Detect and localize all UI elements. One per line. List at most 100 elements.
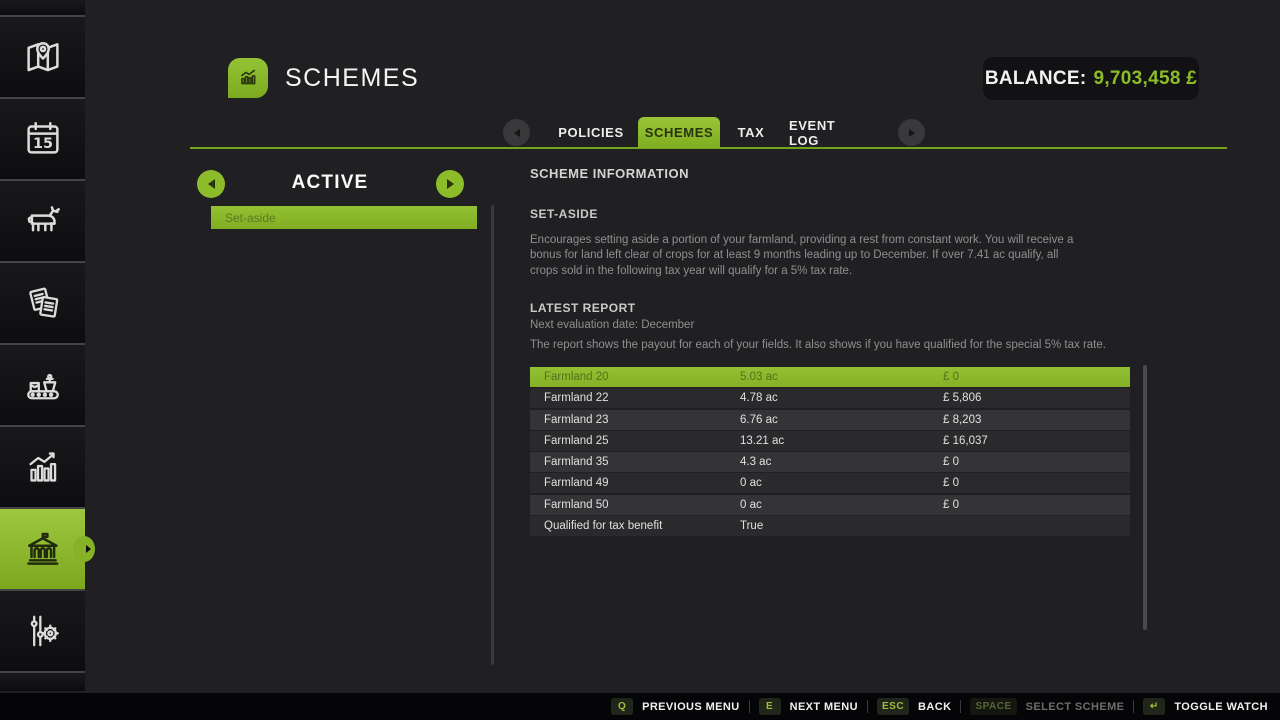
tabs-prev-button[interactable] — [503, 119, 530, 146]
key-enter-icon: ↵ — [1143, 698, 1166, 715]
documents-icon — [20, 280, 66, 326]
cell-area: 13.21 ac — [740, 434, 785, 447]
sidebar-item-partial-top[interactable] — [0, 0, 85, 15]
shortcut-label: PREVIOUS MENU — [642, 700, 740, 713]
shortcut-label: TOGGLE WATCH — [1174, 700, 1268, 713]
table-row[interactable]: Farmland 49 0 ac £ 0 — [530, 473, 1130, 494]
scheme-name-heading: SET-ASIDE — [530, 207, 598, 221]
shortcut-toggle-watch: ↵ TOGGLE WATCH — [1143, 698, 1268, 715]
production-icon — [20, 362, 66, 408]
table-row[interactable]: Farmland 20 5.03 ac £ 0 — [530, 367, 1130, 387]
scheme-list-item-set-aside[interactable]: Set-aside — [211, 206, 477, 229]
footer-separator — [960, 700, 962, 713]
scheme-list-prev-button[interactable] — [197, 170, 225, 198]
left-arrow-icon — [513, 128, 520, 137]
cell-field: Farmland 25 — [544, 434, 609, 447]
schemes-page-icon — [228, 58, 268, 98]
table-row[interactable]: Farmland 35 4.3 ac £ 0 — [530, 452, 1130, 473]
table-row[interactable]: Farmland 25 13.21 ac £ 16,037 — [530, 430, 1130, 451]
sidebar-item-production[interactable] — [0, 345, 85, 425]
cell-area: 4.78 ac — [740, 392, 778, 405]
key-q: Q — [611, 698, 634, 715]
sidebar-item-finances[interactable] — [0, 509, 95, 589]
footer-separator — [748, 700, 750, 713]
sidebar-item-calendar[interactable]: 15 — [0, 99, 85, 179]
cell-payout: £ 8,203 — [943, 413, 982, 426]
cell-payout: £ 16,037 — [943, 434, 988, 447]
cell-field: Farmland 49 — [544, 477, 609, 490]
sidebar-item-partial-bottom[interactable] — [0, 673, 85, 691]
cell-area: 5.03 ac — [740, 371, 778, 383]
section-title: SCHEME INFORMATION — [530, 166, 689, 181]
footer-separator — [1133, 700, 1135, 713]
right-arrow-icon — [908, 128, 915, 137]
key-e: E — [758, 698, 781, 715]
calendar-day: 15 — [33, 136, 53, 152]
stats-chart-icon — [20, 444, 66, 490]
scheme-list-title: ACTIVE — [291, 172, 369, 193]
cell-field: Farmland 35 — [544, 456, 609, 469]
tabbar-underline — [190, 147, 1227, 149]
footer-separator — [866, 700, 868, 713]
sidebar: 15 — [0, 0, 95, 691]
cell-field: Farmland 23 — [544, 413, 609, 426]
cell-field: Farmland 20 — [544, 371, 609, 383]
tab-policies[interactable]: POLICIES — [558, 125, 624, 140]
cell-area: 4.3 ac — [740, 456, 772, 469]
evaluation-date: Next evaluation date: December — [530, 319, 695, 331]
cell-area: True — [740, 520, 764, 533]
footer-shortcut-bar: Q PREVIOUS MENU E NEXT MENU ESC BACK SPA… — [0, 693, 1280, 720]
tab-schemes[interactable]: SCHEMES — [638, 117, 720, 148]
key-esc: ESC — [876, 698, 910, 715]
table-row[interactable]: Farmland 50 0 ac £ 0 — [530, 494, 1130, 515]
bank-icon — [20, 526, 66, 572]
content-scrollbar[interactable] — [1143, 365, 1147, 630]
right-arrow-icon — [446, 179, 454, 189]
sidebar-item-statistics[interactable] — [0, 427, 85, 507]
calendar-icon: 15 — [20, 116, 66, 162]
scheme-list-next-button[interactable] — [436, 170, 464, 198]
panel-divider — [491, 205, 494, 665]
cell-payout: £ 0 — [943, 498, 959, 511]
shortcut-label: BACK — [918, 700, 952, 713]
shortcut-back: ESC BACK — [876, 698, 952, 715]
cell-field: Farmland 22 — [544, 392, 609, 405]
shortcut-previous-menu: Q PREVIOUS MENU — [611, 698, 740, 715]
left-arrow-icon — [207, 179, 215, 189]
sidebar-item-animals[interactable] — [0, 181, 85, 261]
settings-sliders-gear-icon — [20, 608, 66, 654]
cell-payout: £ 5,806 — [943, 392, 982, 405]
map-icon — [20, 34, 66, 80]
tab-tax[interactable]: TAX — [737, 125, 765, 140]
balance-value: 9,703,458 £ — [1093, 67, 1198, 89]
tabs-next-button[interactable] — [898, 119, 925, 146]
cell-payout: £ 0 — [943, 477, 959, 490]
cell-area: 0 ac — [740, 477, 762, 490]
table-row[interactable]: Qualified for tax benefit True — [530, 516, 1130, 537]
report-title: LATEST REPORT — [530, 301, 636, 315]
scheme-description: Encourages setting aside a portion of yo… — [530, 234, 1074, 277]
report-table: Farmland 20 5.03 ac £ 0 Farmland 22 4.78… — [530, 367, 1130, 537]
cow-icon — [20, 198, 66, 244]
key-space: SPACE — [970, 698, 1017, 715]
balance-label: BALANCE: — [984, 67, 1087, 89]
report-note: The report shows the payout for each of … — [530, 339, 1106, 351]
table-row[interactable]: Farmland 23 6.76 ac £ 8,203 — [530, 409, 1130, 430]
tab-event-log[interactable]: EVENT LOG — [789, 117, 836, 148]
shortcut-label: NEXT MENU — [789, 700, 858, 713]
sidebar-item-contracts[interactable] — [0, 263, 85, 343]
selected-arrow-icon — [86, 545, 91, 553]
shortcut-select-scheme: SPACE SELECT SCHEME — [970, 698, 1124, 715]
cell-payout: £ 0 — [943, 456, 959, 469]
table-row[interactable]: Farmland 22 4.78 ac £ 5,806 — [530, 388, 1130, 409]
selected-bump — [73, 536, 95, 562]
balance-badge: BALANCE: 9,703,458 £ — [983, 57, 1199, 100]
shortcut-label: SELECT SCHEME — [1025, 700, 1125, 713]
sidebar-item-map[interactable] — [0, 17, 85, 97]
cell-field: Farmland 50 — [544, 498, 609, 511]
cell-area: 6.76 ac — [740, 413, 778, 426]
page-title: SCHEMES — [285, 64, 420, 92]
cell-payout: £ 0 — [943, 371, 959, 383]
sidebar-item-settings[interactable] — [0, 591, 85, 671]
